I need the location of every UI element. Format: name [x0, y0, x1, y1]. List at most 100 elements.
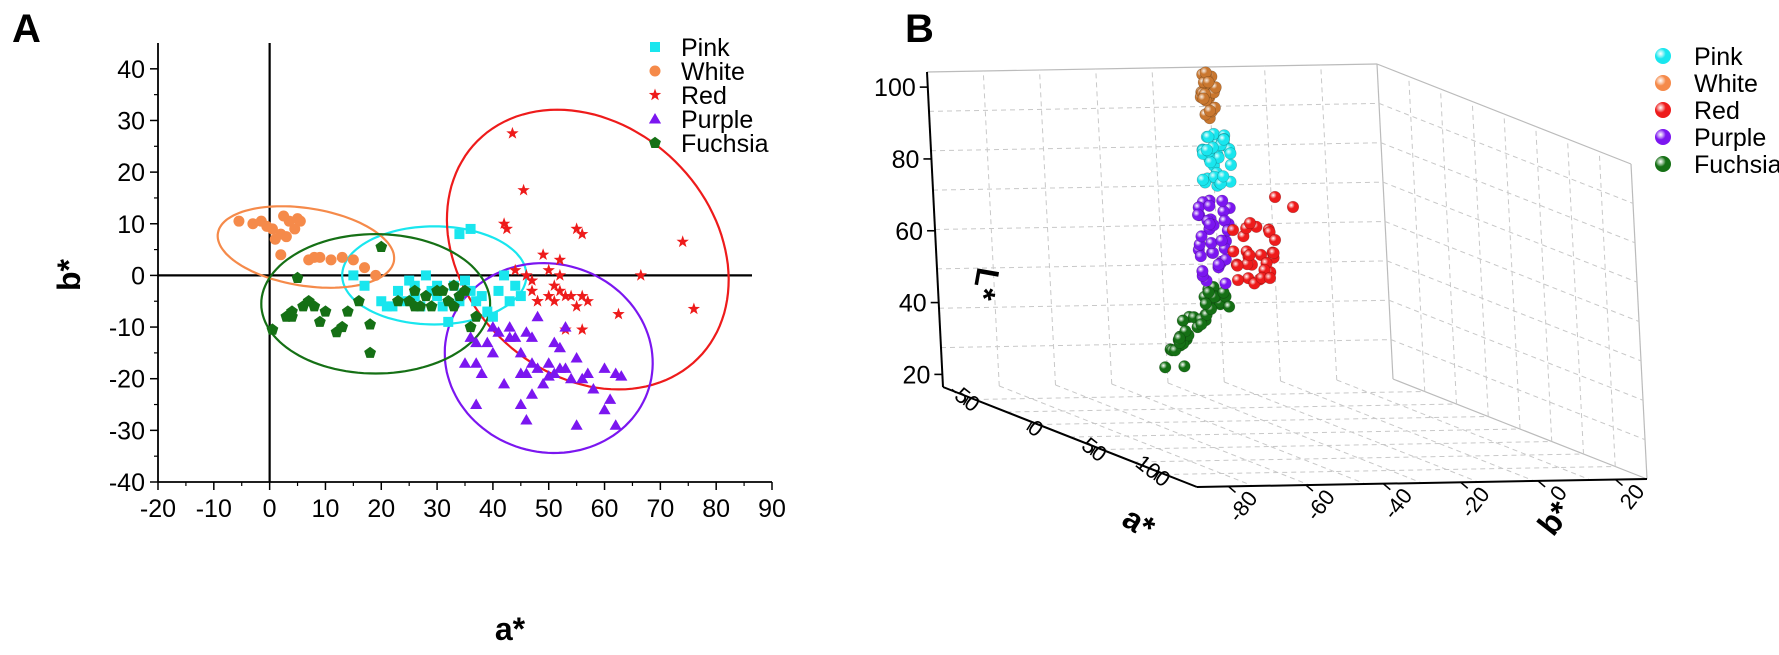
sphere-purple — [1203, 218, 1216, 231]
point-pink — [460, 275, 470, 286]
point-purple — [458, 357, 472, 368]
point-white — [370, 269, 382, 281]
point-white — [247, 218, 259, 230]
point-red — [581, 294, 594, 307]
b-tick — [1614, 478, 1624, 487]
grid-line — [1382, 181, 1638, 283]
grid-line — [1006, 403, 1457, 413]
point-red — [548, 294, 561, 307]
b-tick — [1537, 480, 1546, 488]
point-purple — [570, 352, 583, 363]
point-pink — [381, 301, 392, 312]
legend-label-purple: Purple — [1694, 124, 1766, 152]
b-tick-label: -40 — [1378, 483, 1417, 523]
grid-line — [1095, 68, 1113, 385]
x-tick-label: 40 — [479, 495, 507, 523]
sphere-white — [1197, 92, 1210, 105]
point-fuchsia — [470, 310, 483, 322]
sphere-purple — [1196, 265, 1209, 278]
legend-marker-purple — [648, 113, 662, 124]
point-pink — [471, 296, 482, 307]
sphere-white — [1203, 104, 1216, 117]
b-tick-label: -60 — [1301, 485, 1340, 525]
sphere-red — [1268, 190, 1282, 204]
point-red — [548, 279, 561, 291]
point-pink — [499, 270, 510, 281]
point-purple — [604, 393, 617, 404]
point-red — [537, 248, 550, 260]
point-purple — [481, 336, 494, 348]
a-tick — [1153, 471, 1160, 481]
sphere-purple — [1219, 277, 1232, 290]
grid-line — [1133, 453, 1584, 463]
point-white — [266, 223, 278, 235]
z-tick-label: 100 — [874, 74, 916, 102]
panel-label-b: B — [905, 7, 934, 51]
a-tick — [962, 396, 970, 406]
point-white — [294, 215, 306, 227]
grid-line — [938, 299, 1390, 309]
point-fuchsia — [408, 284, 421, 296]
point-white — [280, 231, 292, 243]
legend-marker-fuchsia — [649, 136, 661, 148]
point-purple — [531, 310, 544, 322]
scatter-plot-a: -20 -10 0 10 20 30 40 50 60 70 80 90 -40 -30 -20 -10 0 10… — [109, 43, 786, 523]
point-pink — [443, 316, 454, 327]
point-purple — [531, 362, 544, 373]
grid-line — [1167, 382, 1423, 484]
point-fuchsia — [447, 279, 460, 291]
point-red — [517, 183, 530, 196]
point-purple — [615, 370, 628, 381]
z-axis-line — [926, 71, 944, 388]
sphere-pink — [1217, 170, 1230, 183]
sphere-pink — [1224, 147, 1237, 160]
sphere-red — [1268, 233, 1282, 247]
sphere-purple — [1203, 199, 1216, 212]
sphere-pink — [1202, 130, 1215, 143]
point-pink — [487, 311, 498, 322]
point-red — [525, 274, 539, 286]
point-red — [553, 253, 567, 266]
point-red — [553, 268, 567, 281]
sphere-white — [1202, 75, 1215, 89]
point-purple — [509, 331, 522, 342]
point-purple — [548, 336, 561, 348]
legend-marker-red — [648, 88, 662, 101]
point-white — [283, 215, 295, 227]
point-white — [325, 254, 337, 266]
sphere-fuchsia — [1178, 360, 1191, 373]
point-white — [336, 251, 348, 263]
sphere-red — [1243, 249, 1256, 262]
legend-label-purple: Purple — [681, 106, 753, 134]
point-purple — [486, 321, 499, 332]
point-pink — [454, 229, 465, 240]
point-red — [634, 268, 647, 281]
sphere-purple — [1212, 258, 1225, 271]
z-tick-label: 20 — [903, 361, 931, 389]
grid-line — [934, 221, 1386, 230]
point-fuchsia — [341, 305, 354, 317]
confidence-ellipse-red — [445, 108, 730, 391]
b-tick-label: -20 — [1455, 482, 1494, 522]
sphere-fuchsia — [1173, 332, 1186, 345]
point-purple — [581, 367, 594, 378]
point-pink — [398, 296, 409, 307]
point-red — [559, 289, 572, 302]
point-purple — [514, 398, 527, 409]
point-fuchsia — [336, 320, 349, 333]
point-fuchsia — [291, 271, 304, 283]
z-axis-title-b: L* — [965, 265, 1006, 303]
y-tick-label: 40 — [117, 56, 145, 84]
b-tick-label: 20 — [1615, 479, 1650, 514]
sphere-pink — [1204, 156, 1217, 169]
grid-line — [1224, 381, 1479, 483]
x-tick-label: -10 — [196, 495, 232, 523]
sphere-fuchsia — [1202, 286, 1215, 299]
point-red — [542, 263, 555, 276]
point-fuchsia — [286, 305, 298, 317]
sphere-purple — [1194, 250, 1207, 263]
sphere-purple — [1215, 234, 1228, 247]
grid-line — [1378, 102, 1634, 204]
